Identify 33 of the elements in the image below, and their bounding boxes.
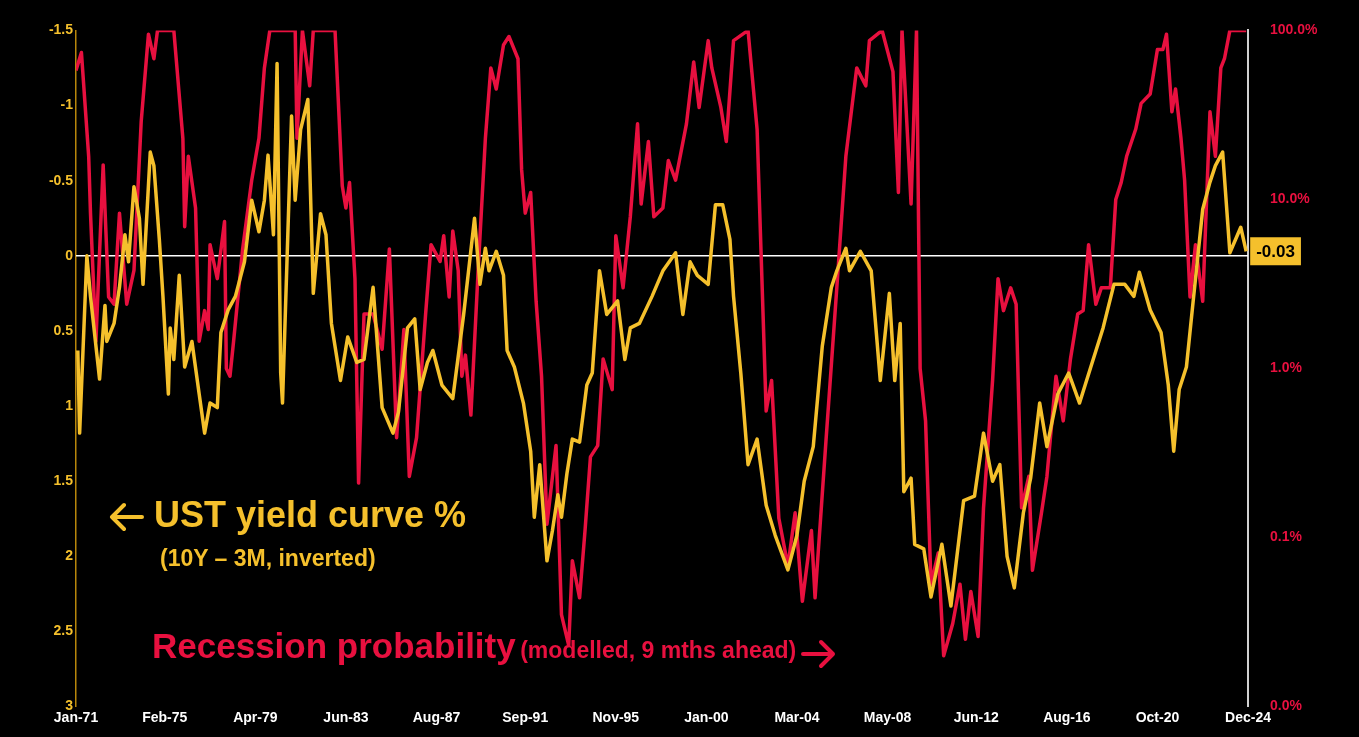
y-tick-label: 3 [65, 697, 74, 714]
x-tick-label: Dec-24 [1225, 708, 1272, 725]
x-tick-label: Aug-87 [412, 708, 461, 725]
y-tick-label: -0.5 [48, 171, 74, 188]
y-tick-label: 2.5 [53, 622, 74, 639]
x-tick-label: Feb-75 [142, 708, 188, 725]
y-tick-label: 1 [65, 396, 74, 413]
y-tick-label: -1.5 [48, 21, 74, 38]
series-label: Recession probability [152, 626, 516, 665]
annotation: (modelled, 9 mths ahead) [520, 637, 797, 663]
y-tick-label: -1 [60, 96, 74, 113]
annotation: (10Y – 3M, inverted) [160, 545, 376, 572]
y-tick-label: 2 [65, 547, 74, 564]
x-tick-label: Jan-00 [684, 708, 729, 725]
legend-label: UST yield curve % [154, 494, 467, 535]
y2-tick-label: 100.0% [1270, 21, 1319, 38]
x-tick-label: Jun-12 [953, 708, 1000, 725]
x-tick-label: Apr-79 [233, 708, 278, 725]
annotation: -0.03 [1256, 241, 1295, 261]
y2-tick-label: 1.0% [1270, 359, 1303, 376]
x-tick-label: Jun-83 [323, 708, 369, 725]
y2-tick-label: 0.0% [1270, 697, 1303, 714]
y2-tick-label: 0.1% [1270, 528, 1303, 545]
y-tick-label: 0 [65, 246, 74, 263]
x-tick-label: Sep-91 [502, 708, 549, 725]
x-tick-label: Aug-16 [1043, 708, 1091, 725]
x-tick-label: Nov-95 [592, 708, 640, 725]
y-tick-label: 0.5 [53, 321, 74, 338]
y-tick-label: 1.5 [53, 472, 74, 489]
x-tick-label: Mar-04 [774, 708, 820, 725]
x-tick-label: Oct-20 [1135, 708, 1180, 725]
y2-tick-label: 10.0% [1270, 190, 1311, 207]
x-tick-label: May-08 [863, 708, 912, 725]
